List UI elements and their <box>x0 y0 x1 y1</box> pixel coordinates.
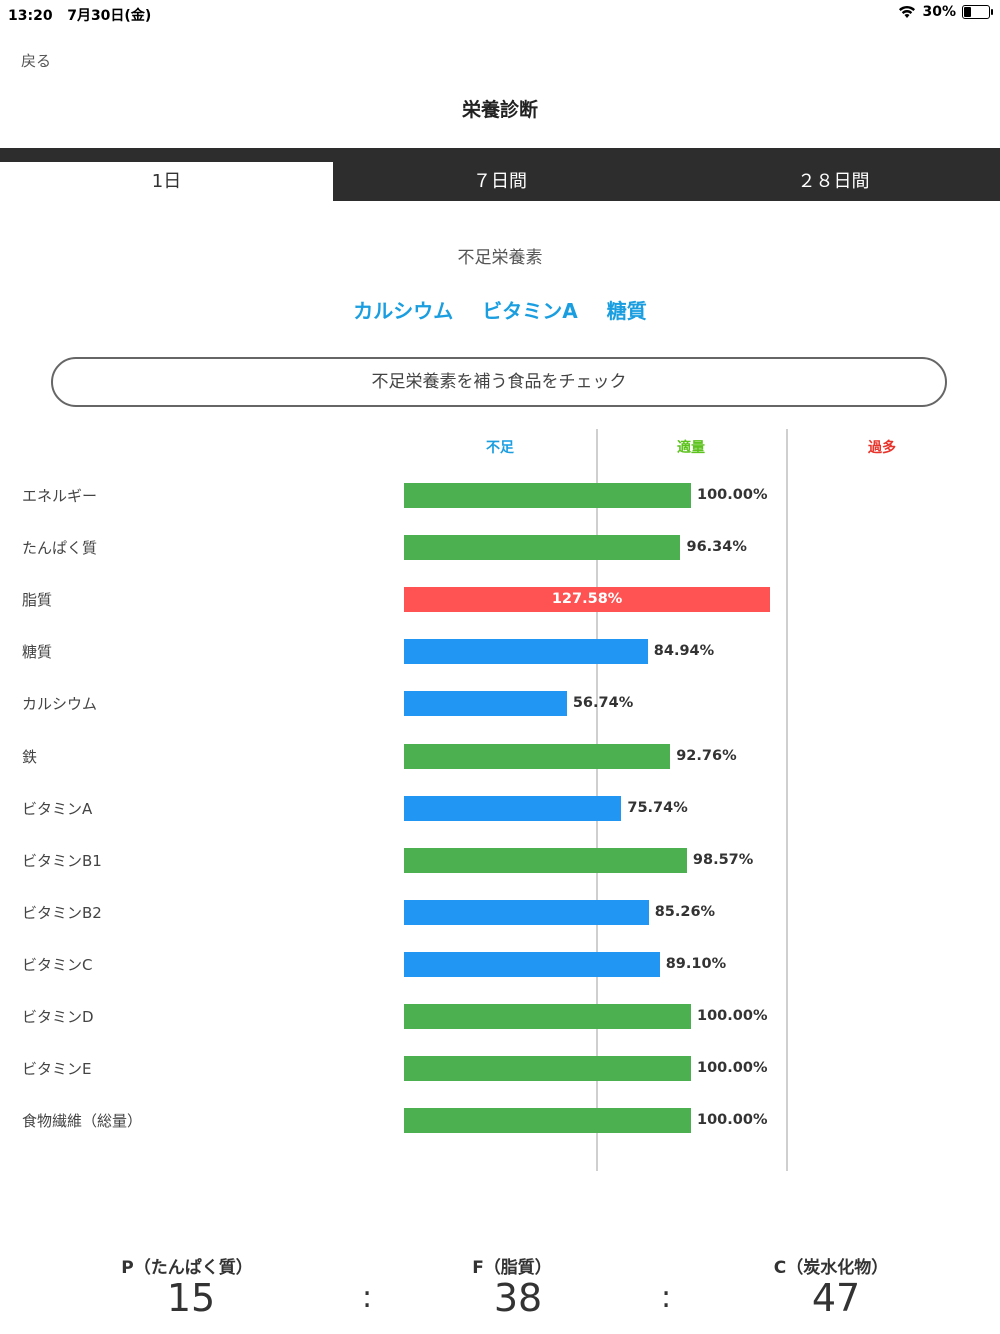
threshold-line-high <box>786 429 788 1171</box>
nutrient-bar-value: 98.57% <box>692 851 754 868</box>
back-button[interactable]: 戻る <box>21 52 52 70</box>
zone-label-excess: 過多 <box>868 440 896 456</box>
pfc-value-fat: 38 <box>493 1276 543 1320</box>
tab-28days[interactable]: ２８日間 <box>797 171 870 192</box>
nutrient-bar-value: 92.76% <box>676 747 737 764</box>
nutrient-bar <box>404 743 671 769</box>
nutrient-label: エネルギー <box>22 487 98 505</box>
deficient-nutrient-calcium[interactable]: カルシウム <box>353 299 454 323</box>
nutrient-label: ビタミンB2 <box>22 903 102 922</box>
nutrient-bar <box>404 1004 691 1029</box>
pfc-value-carb: 47 <box>811 1276 861 1320</box>
status-time-date: 13:20 7月30日(金) <box>8 8 152 24</box>
nutrition-chart: 不足 適量 過多 エネルギー 100.00% たんぱく質 96.34% 脂質 127.58… <box>0 425 1000 1175</box>
tab-1day[interactable]: 1日 <box>0 162 333 201</box>
nutrient-label: たんぱく質 <box>22 539 98 558</box>
wifi-icon <box>899 5 916 18</box>
nutrient-bar <box>404 951 660 977</box>
nutrient-label: ビタミンE <box>22 1060 92 1079</box>
battery-percent: 30% <box>922 4 956 20</box>
status-right: 30% <box>898 4 993 20</box>
deficient-nutrient-list: カルシウム ビタミンA 糖質 <box>0 295 1000 324</box>
nutrient-label: 糖質 <box>22 643 53 662</box>
zone-label-deficient: 不足 <box>486 440 514 456</box>
nutrient-label: ビタミンB1 <box>22 851 102 870</box>
pfc-separator: : <box>661 1280 672 1315</box>
nutrient-label: 鉄 <box>22 747 38 766</box>
nutrient-bar-value: 75.74% <box>627 799 688 816</box>
tab-7days[interactable]: ７日間 <box>473 171 527 192</box>
pfc-label-protein: P（たんぱく質） <box>121 1258 253 1278</box>
nutrient-bar <box>404 535 681 561</box>
deficient-nutrient-sugar[interactable]: 糖質 <box>606 299 647 323</box>
page-title: 栄養診断 <box>461 99 538 121</box>
nutrient-bar <box>404 587 771 613</box>
pfc-value-protein: 15 <box>166 1276 216 1320</box>
pfc-label-fat: F（脂質） <box>472 1258 552 1278</box>
nutrient-bar-value: 127.58% <box>551 591 623 608</box>
nutrient-bar <box>404 639 648 665</box>
nutrient-bar-value: 96.34% <box>686 539 747 556</box>
nutrient-bar-value: 89.10% <box>665 955 727 972</box>
deficiency-heading: 不足栄養素 <box>457 248 543 268</box>
pfc-separator: : <box>362 1280 373 1315</box>
nutrient-bar <box>404 1108 691 1134</box>
nutrient-bar <box>404 1056 691 1082</box>
nutrient-bar <box>404 847 687 873</box>
nutrient-bar <box>404 483 691 508</box>
pfc-label-carb: C（炭水化物） <box>773 1258 889 1278</box>
nutrient-bar-value: 100.00% <box>697 1008 768 1024</box>
nutrient-bar-value: 100.00% <box>697 1112 768 1129</box>
nutrient-label: 食物繊維（総量） <box>22 1112 143 1131</box>
nutrient-label: カルシウム <box>22 695 98 714</box>
nutrient-label: 脂質 <box>22 591 53 610</box>
battery-icon <box>962 5 993 19</box>
check-foods-button[interactable]: 不足栄養素を補う食品をチェック <box>51 357 947 407</box>
nutrient-bar-value: 85.26% <box>654 903 716 920</box>
period-tabs: 1日 ７日間 ２８日間 <box>0 148 1000 201</box>
nutrient-bar-value: 56.74% <box>572 695 634 712</box>
nutrient-bar-value: 100.00% <box>697 1060 768 1077</box>
nutrient-label: ビタミンA <box>22 799 93 818</box>
nutrient-bar-value: 100.00% <box>697 487 768 503</box>
nutrient-bar <box>404 691 567 717</box>
nutrient-bar <box>404 795 622 821</box>
nutrient-bar <box>404 899 649 925</box>
nutrient-label: ビタミンC <box>22 955 93 974</box>
nutrient-bar-value: 84.94% <box>653 643 715 660</box>
nutrient-label: ビタミンD <box>22 1008 94 1026</box>
deficient-nutrient-vitamin-a[interactable]: ビタミンA <box>482 299 578 323</box>
status-bar: 13:20 7月30日(金) 30% <box>0 0 1000 28</box>
zone-label-adequate: 適量 <box>677 440 705 456</box>
